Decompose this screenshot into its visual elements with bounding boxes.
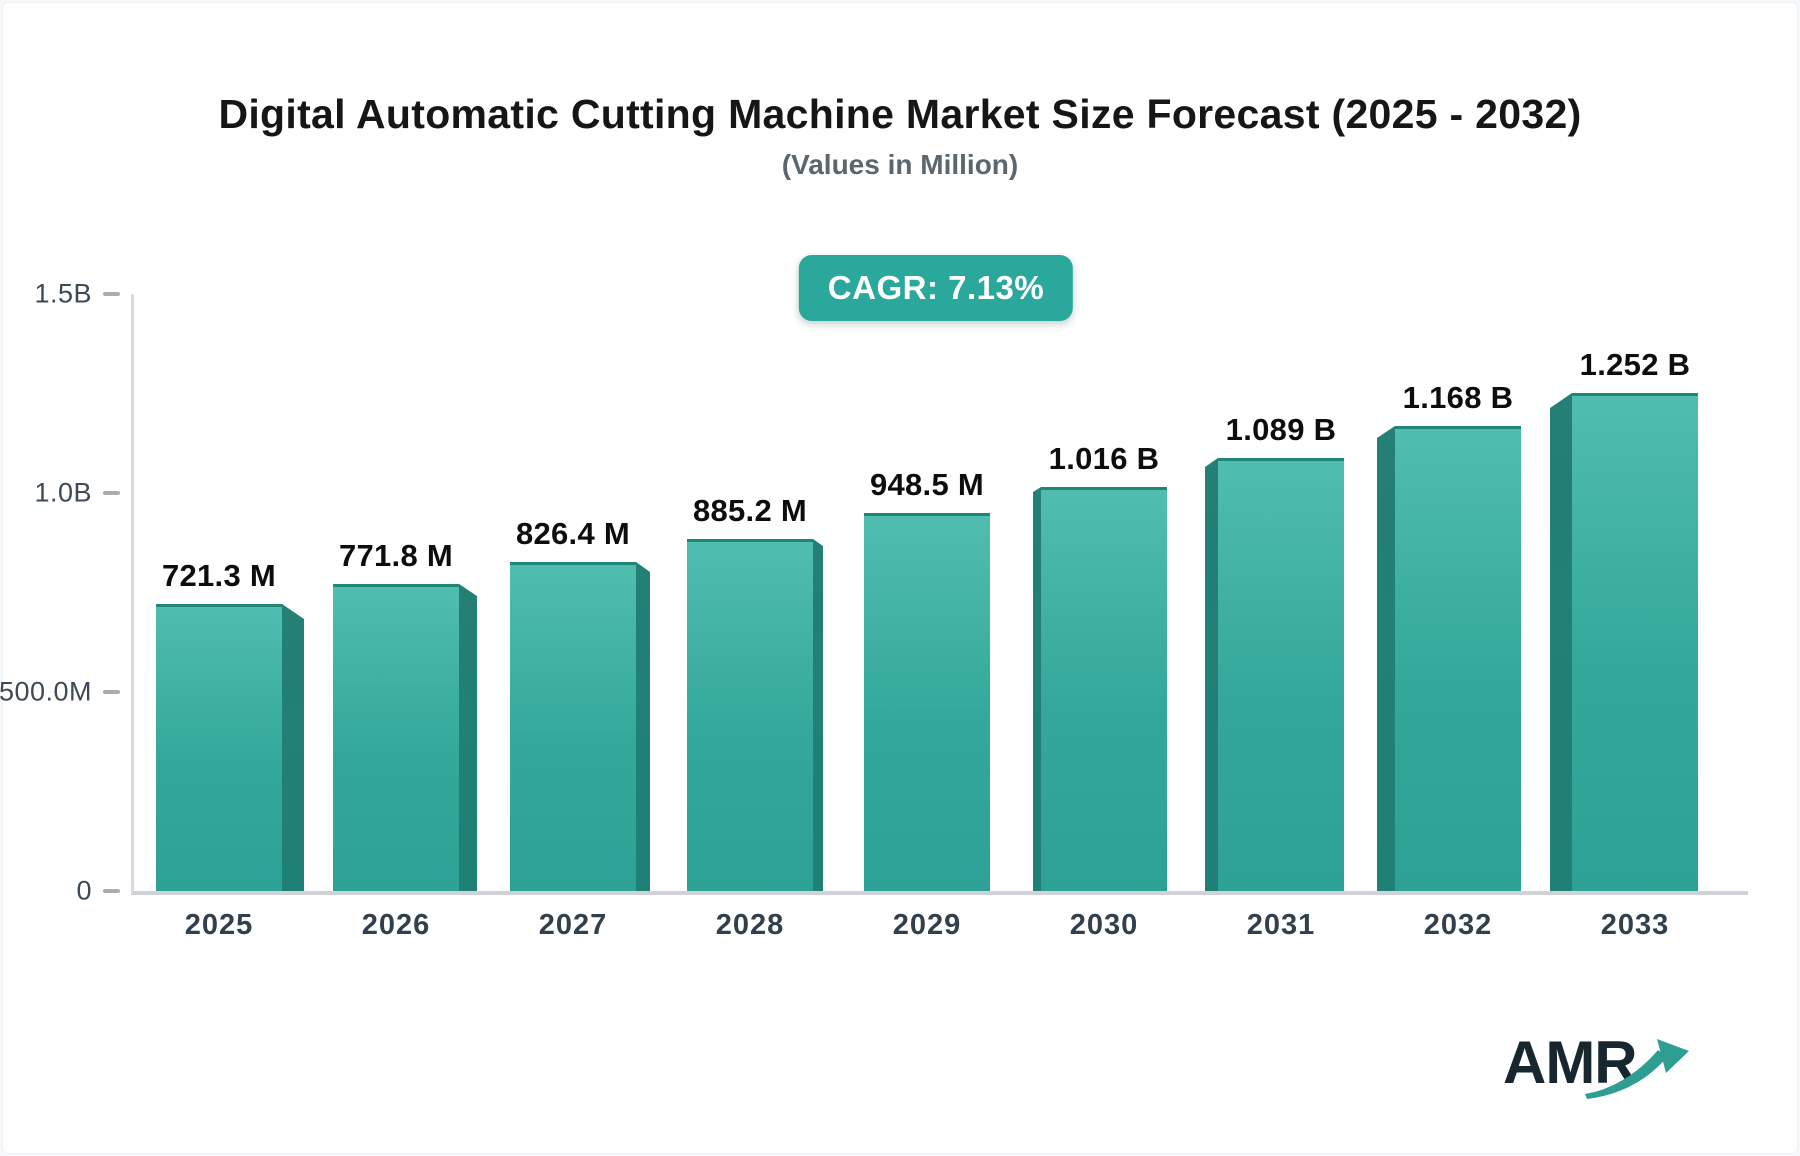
bar-2029 bbox=[864, 513, 990, 891]
y-axis-tick-mark bbox=[103, 690, 120, 694]
bar-2027 bbox=[510, 562, 650, 891]
chart-subtitle: (Values in Million) bbox=[781, 149, 1019, 180]
bar-face bbox=[510, 562, 636, 891]
x-axis-label: 2027 bbox=[538, 909, 608, 941]
y-axis-tick-label: 500.0M bbox=[0, 676, 92, 707]
bar-value-label: 948.5 M bbox=[869, 467, 985, 502]
logo-arrow-icon bbox=[1585, 1039, 1689, 1099]
bar-face bbox=[1395, 426, 1521, 891]
bar-2032 bbox=[1377, 426, 1521, 891]
y-axis-tick-mark bbox=[103, 491, 120, 495]
bar-value-label: 1.168 B bbox=[1402, 380, 1514, 415]
x-axis-label: 2026 bbox=[361, 909, 431, 941]
y-axis-tick-label: 1.5B bbox=[34, 278, 92, 309]
bar-face bbox=[687, 539, 813, 891]
bar-face bbox=[864, 513, 990, 891]
y-axis-tick-label: 1.0B bbox=[34, 477, 92, 508]
bar-face bbox=[156, 604, 282, 891]
bar-3d-side bbox=[813, 539, 823, 891]
y-axis-tick-mark bbox=[103, 292, 120, 296]
x-axis-label: 2033 bbox=[1600, 909, 1670, 941]
bar-value-label: 826.4 M bbox=[515, 516, 631, 551]
y-axis-tick-mark bbox=[103, 889, 120, 893]
bar-value-label: 1.016 B bbox=[1048, 441, 1160, 476]
x-axis-label: 2032 bbox=[1423, 909, 1493, 941]
bar-2033 bbox=[1550, 393, 1698, 891]
bar-2031 bbox=[1205, 458, 1344, 891]
logo-text: AMR bbox=[1503, 1029, 1638, 1096]
y-axis-tick-label: 0 bbox=[76, 875, 92, 906]
bar-3d-side bbox=[1550, 393, 1572, 891]
bar-face bbox=[1041, 487, 1167, 891]
bar-3d-side bbox=[1205, 458, 1218, 891]
plot-area: 1.5B 1.0B 500.0M 0 721.3 M 2025 771.8 M 2026 826… bbox=[0, 279, 1748, 941]
bar-2030 bbox=[1033, 487, 1167, 891]
page-title: Digital Automatic Cutting Machine Market… bbox=[218, 91, 1582, 137]
amr-logo: AMR bbox=[1503, 1031, 1693, 1101]
x-axis-label: 2025 bbox=[184, 909, 254, 941]
bar-value-label: 1.252 B bbox=[1579, 347, 1691, 382]
x-axis-label: 2030 bbox=[1069, 909, 1139, 941]
bar-3d-side bbox=[1033, 487, 1041, 891]
bar-3d-side bbox=[282, 604, 304, 891]
bar-3d-side bbox=[636, 562, 650, 891]
bar-value-label: 885.2 M bbox=[692, 493, 808, 528]
bar-2028 bbox=[687, 539, 823, 891]
bar-face bbox=[1218, 458, 1344, 891]
bar-3d-side bbox=[1377, 426, 1395, 891]
cagr-badge: CAGR: 7.13% bbox=[798, 255, 1074, 322]
bar-3d-side bbox=[459, 584, 477, 891]
bar-value-label: 1.089 B bbox=[1225, 412, 1337, 447]
bar-face bbox=[333, 584, 459, 891]
x-axis-label: 2028 bbox=[715, 909, 785, 941]
bar-value-label: 721.3 M bbox=[161, 558, 277, 593]
x-axis-label: 2031 bbox=[1246, 909, 1316, 941]
x-axis-label: 2029 bbox=[892, 909, 962, 941]
bar-2026 bbox=[333, 584, 477, 891]
bar-2025 bbox=[156, 604, 304, 891]
bar-face bbox=[1572, 393, 1698, 891]
bar-value-label: 771.8 M bbox=[338, 538, 454, 573]
